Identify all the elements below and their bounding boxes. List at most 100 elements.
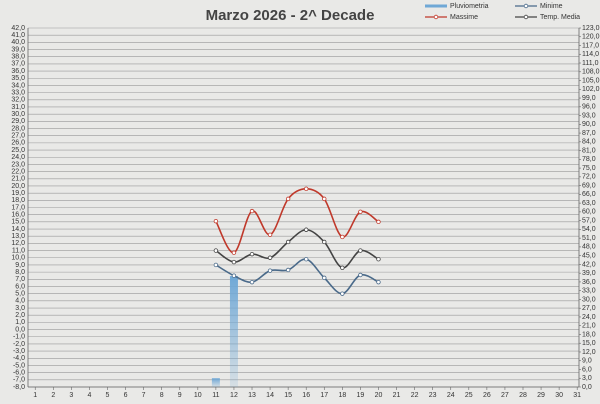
marker [213,262,219,268]
y-tick-label: 18,0 [11,197,25,204]
y2-tick-label: 123,0 [582,25,600,32]
y2-tick-label: 69,0 [582,182,596,189]
y2-tick-label: 45,0 [582,253,596,260]
y-tick-label: -3,0 [13,348,25,355]
y-tick-label: 30,0 [11,111,25,118]
line [215,188,379,254]
y-tick-label: 14,0 [11,226,25,233]
y2-tick-label: 39,0 [582,270,596,277]
y-tick-label: 28,0 [11,125,25,132]
y2-tick-label: 84,0 [582,139,596,146]
marker [340,265,345,271]
x-tick-label: 5 [106,392,110,399]
y2-tick-label: 48,0 [582,244,596,251]
y-tick-label: 25,0 [11,147,25,154]
y-tick-label: 13,0 [11,233,25,240]
marker [358,248,363,253]
x-tick-label: 1 [33,392,37,399]
y2-tick-label: 33,0 [582,288,596,295]
bar [211,378,220,387]
x-tick-label: 14 [266,392,274,399]
y-tick-label: 21,0 [11,176,25,183]
y2-tick-label: 93,0 [582,112,596,119]
x-tick-label: 26 [483,392,491,399]
y-tick-label: 29,0 [11,118,25,125]
marker [304,186,309,192]
legend-label: Minime [540,3,563,10]
y-tick-label: 34,0 [11,82,25,89]
y2-tick-label: 57,0 [582,217,596,224]
y-tick-label: 15,0 [11,219,25,226]
y2-tick-label: 108,0 [582,69,600,76]
x-tick-label: 3 [69,392,73,399]
y2-tick-label: 111,0 [582,60,599,67]
y-tick-label: 41,0 [11,32,25,39]
y-tick-label: 42,0 [11,25,25,32]
x-tick-label: 9 [178,392,182,399]
y-tick-label: 17,0 [11,204,25,211]
y2-tick-label: 87,0 [582,130,596,137]
x-tick-label: 18 [338,392,346,399]
y2-tick-label: 51,0 [582,235,596,242]
y2-tick-label: 117,0 [582,42,599,49]
x-tick-label: 29 [537,392,545,399]
legend-label: Pluviometria [450,3,489,10]
x-tick-label: 24 [447,392,455,399]
y-tick-label: -6,0 [13,369,25,376]
x-tick-label: 10 [194,392,202,399]
marker [231,273,237,278]
x-tick-label: 15 [284,392,292,399]
marker [376,279,381,285]
x-tick-label: 23 [429,392,437,399]
marker [267,255,273,260]
marker [213,248,219,253]
marker [358,209,363,215]
y-tick-label: 33,0 [11,89,25,96]
marker [322,196,327,202]
x-tick-label: 31 [573,392,581,399]
marker [340,234,345,240]
y2-tick-label: 120,0 [582,34,600,41]
y-tick-label: 31,0 [11,104,25,111]
y-tick-label: 12,0 [11,240,25,247]
y2-tick-label: 114,0 [582,51,599,58]
y-tick-label: 10,0 [11,255,25,262]
y2-tick-label: 90,0 [582,121,596,128]
marker [285,239,291,245]
marker [376,256,381,262]
y-tick-label: 38,0 [11,54,25,61]
y-tick-label: 4,0 [15,298,25,305]
y-tick-label: -2,0 [13,341,25,348]
y-tick-label: 2,0 [15,312,25,319]
y-tick-label: -7,0 [13,377,25,384]
marker [322,239,327,245]
y2-tick-label: 63,0 [582,200,596,207]
y-tick-label: 19,0 [11,190,25,197]
x-tick-label: 20 [375,392,383,399]
y-tick-label: -5,0 [13,362,25,369]
y-tick-label: -8,0 [13,384,25,391]
y2-tick-label: 60,0 [582,209,596,216]
y2-tick-label: 6,0 [582,366,592,373]
marker [340,291,345,296]
y-tick-label: 5,0 [15,291,25,298]
y2-tick-label: 72,0 [582,174,596,181]
y2-tick-label: 18,0 [582,331,596,338]
y-tick-label: 8,0 [15,269,25,276]
marker [267,232,273,237]
y-tick-label: 35,0 [11,75,25,82]
x-tick-label: 6 [124,392,128,399]
x-tick-label: 2 [51,392,55,399]
y-tick-label: 27,0 [11,133,25,140]
legend-marker [523,14,529,20]
y-tick-label: 26,0 [11,140,25,147]
y2-tick-label: 9,0 [582,358,592,365]
y-tick-label: 16,0 [11,212,25,219]
x-tick-label: 13 [248,392,256,399]
y-tick-label: 39,0 [11,46,25,53]
bar [229,276,238,387]
y2-tick-label: 30,0 [582,296,596,303]
y-tick-label: 37,0 [11,61,25,68]
